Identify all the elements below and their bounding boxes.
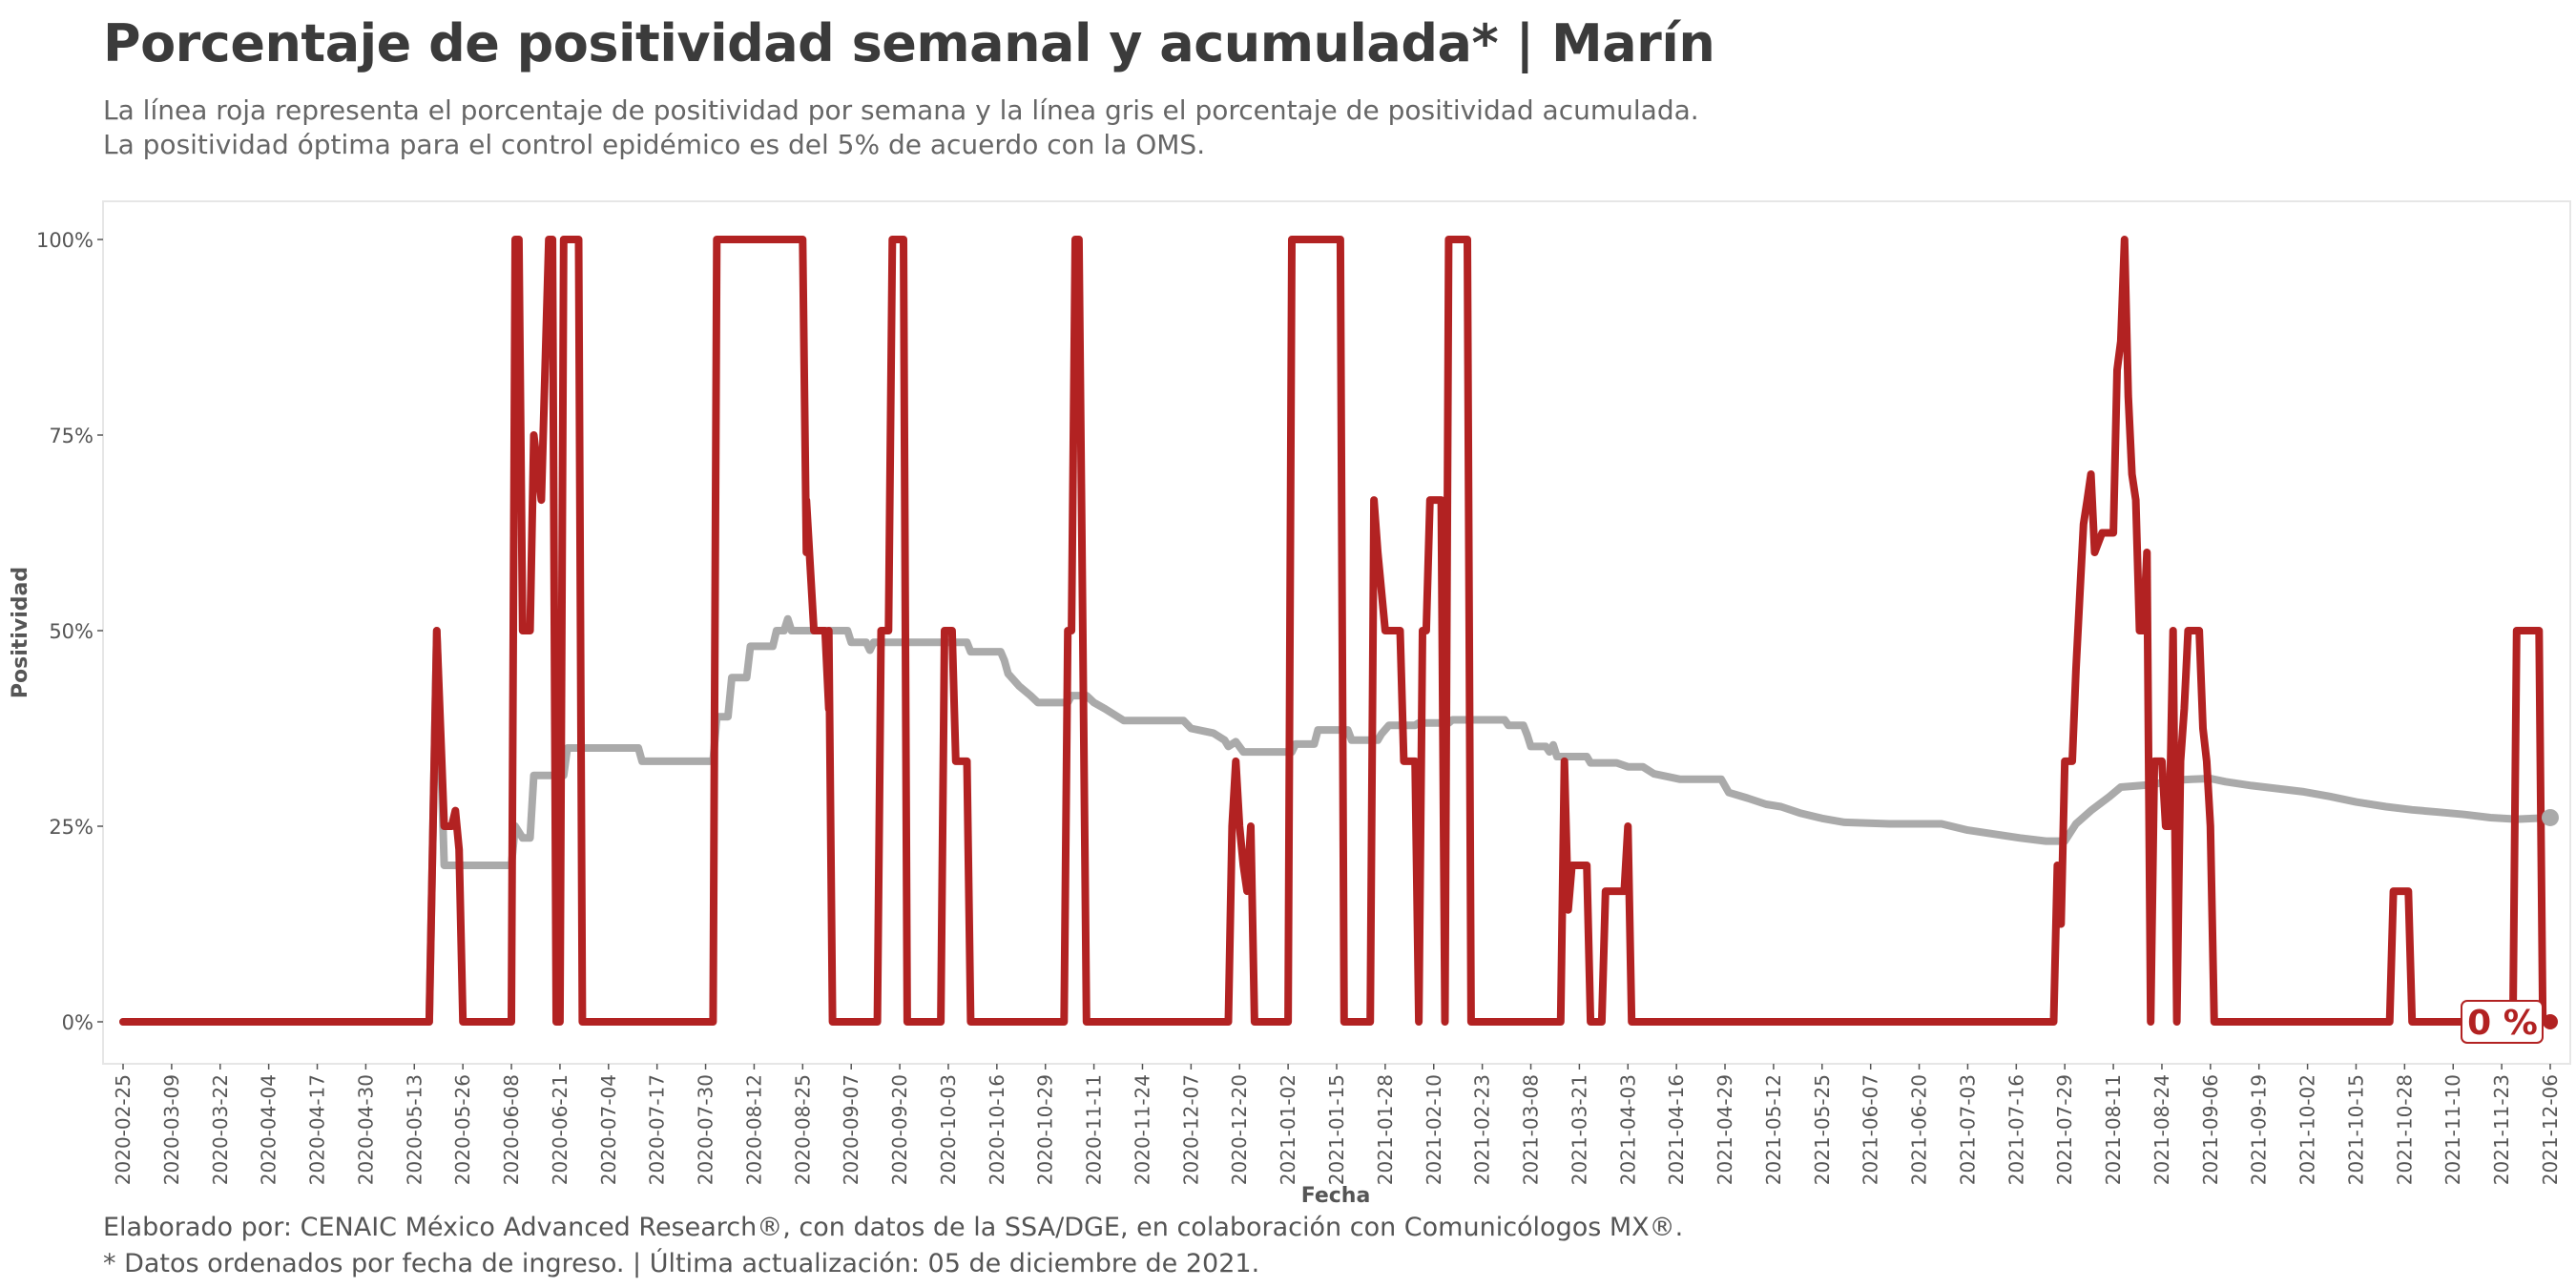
x-tick-label: 2021-02-10 bbox=[1423, 1074, 1445, 1185]
x-tick-label: 2021-03-21 bbox=[1568, 1074, 1590, 1185]
y-axis: 0% 25% 50% 75% 100% bbox=[36, 229, 103, 1034]
x-tick-label: 2021-08-24 bbox=[2150, 1074, 2173, 1185]
x-tick-label: 2021-10-02 bbox=[2296, 1074, 2319, 1185]
x-tick-label: 2021-03-08 bbox=[1520, 1074, 1543, 1185]
x-tick-label: 2021-01-15 bbox=[1325, 1074, 1348, 1185]
x-tick-label: 2021-07-03 bbox=[1956, 1074, 1979, 1185]
x-tick-label: 2021-11-23 bbox=[2490, 1074, 2513, 1185]
x-tick-label: 2020-04-30 bbox=[354, 1074, 377, 1185]
x-tick-label: 2021-05-12 bbox=[1762, 1074, 1785, 1185]
x-tick-label: 2021-08-11 bbox=[2102, 1074, 2125, 1185]
subtitle-line-1: La línea roja representa el porcentaje d… bbox=[103, 94, 1699, 126]
x-tick-label: 2021-10-28 bbox=[2393, 1074, 2416, 1185]
series-layer: 0 % bbox=[119, 236, 2559, 1044]
x-tick-label: 2021-09-19 bbox=[2248, 1074, 2271, 1185]
caption: Elaborado por: CENAIC México Advanced Re… bbox=[103, 1210, 1683, 1282]
y-tick-label: 0% bbox=[62, 1011, 93, 1034]
x-tick-label: 2020-10-16 bbox=[986, 1074, 1008, 1185]
x-tick-label: 2021-05-25 bbox=[1811, 1074, 1834, 1185]
x-tick-label: 2021-02-23 bbox=[1471, 1074, 1494, 1185]
chart-title: Porcentaje de positividad semanal y acum… bbox=[103, 13, 1715, 73]
x-tick-label: 2020-07-30 bbox=[695, 1074, 717, 1185]
x-tick-label: 2020-04-17 bbox=[306, 1074, 329, 1185]
x-tick-label: 2020-06-21 bbox=[549, 1074, 571, 1185]
end-value-label-box bbox=[2461, 1000, 2544, 1044]
x-tick-label: 2021-04-16 bbox=[1665, 1074, 1688, 1185]
chart-subtitle: La línea roja representa el porcentaje d… bbox=[103, 93, 1699, 162]
x-tick-label: 2020-10-29 bbox=[1034, 1074, 1057, 1185]
x-tick-label: 2021-09-06 bbox=[2199, 1074, 2222, 1185]
caption-line-1: Elaborado por: CENAIC México Advanced Re… bbox=[103, 1213, 1684, 1242]
x-tick-label: 2020-12-20 bbox=[1228, 1074, 1251, 1185]
x-tick-label: 2020-04-04 bbox=[258, 1074, 280, 1185]
x-axis-title: Fecha bbox=[1301, 1184, 1371, 1208]
x-tick-label: 2020-08-12 bbox=[742, 1074, 765, 1185]
x-tick-label: 2020-10-03 bbox=[937, 1074, 960, 1185]
x-tick-label: 2021-12-06 bbox=[2539, 1074, 2562, 1185]
x-tick-label: 2021-01-02 bbox=[1277, 1074, 1299, 1185]
cumulative-positivity-line bbox=[119, 614, 2554, 1026]
x-tick-label: 2021-07-16 bbox=[2005, 1074, 2027, 1185]
caption-line-2: * Datos ordenados por fecha de ingreso. … bbox=[103, 1249, 1260, 1278]
x-tick-label: 2021-10-15 bbox=[2344, 1074, 2367, 1185]
x-tick-label: 2020-05-26 bbox=[451, 1074, 474, 1185]
x-tick-label: 2021-06-20 bbox=[1908, 1074, 1931, 1185]
y-tick-label: 75% bbox=[49, 425, 93, 447]
x-tick-label: 2020-09-20 bbox=[888, 1074, 911, 1185]
x-tick-label: 2020-12-07 bbox=[1179, 1074, 1202, 1185]
y-tick-label: 25% bbox=[49, 816, 93, 839]
x-tick-label: 2020-08-25 bbox=[791, 1074, 814, 1185]
x-tick-label: 2020-07-17 bbox=[646, 1074, 669, 1185]
y-axis-title: Positividad bbox=[9, 567, 32, 698]
x-tick-label: 2020-07-04 bbox=[597, 1074, 620, 1185]
y-tick-label: 100% bbox=[36, 229, 93, 252]
x-tick-label: 2020-05-13 bbox=[403, 1074, 426, 1185]
x-tick-label: 2021-07-29 bbox=[2053, 1074, 2076, 1185]
weekly-end-point bbox=[2543, 1014, 2558, 1029]
x-tick-label: 2021-04-03 bbox=[1616, 1074, 1639, 1185]
x-tick-label: 2020-09-07 bbox=[840, 1074, 862, 1185]
x-tick-label: 2021-06-07 bbox=[1859, 1074, 1882, 1185]
end-value-label: 0 % bbox=[2467, 1004, 2538, 1043]
x-tick-label: 2020-03-22 bbox=[209, 1074, 232, 1185]
cumulative-end-point bbox=[2542, 808, 2559, 826]
x-tick-label: 2020-02-25 bbox=[112, 1074, 135, 1185]
y-tick-label: 50% bbox=[49, 620, 93, 643]
x-tick-label: 2020-11-24 bbox=[1131, 1074, 1153, 1185]
x-axis: 2020-02-25 2020-03-09 2020-03-22 2020-04-04… bbox=[112, 1064, 2562, 1185]
x-tick-label: 2020-11-11 bbox=[1083, 1074, 1106, 1185]
x-tick-label: 2020-03-09 bbox=[160, 1074, 183, 1185]
subtitle-line-2: La positividad óptima para el control ep… bbox=[103, 129, 1206, 160]
x-tick-label: 2020-06-08 bbox=[500, 1074, 523, 1185]
weekly-positivity-line bbox=[119, 236, 2554, 1026]
x-tick-label: 2021-01-28 bbox=[1374, 1074, 1397, 1185]
x-tick-label: 2021-11-10 bbox=[2441, 1074, 2464, 1185]
x-tick-label: 2021-04-29 bbox=[1714, 1074, 1736, 1185]
